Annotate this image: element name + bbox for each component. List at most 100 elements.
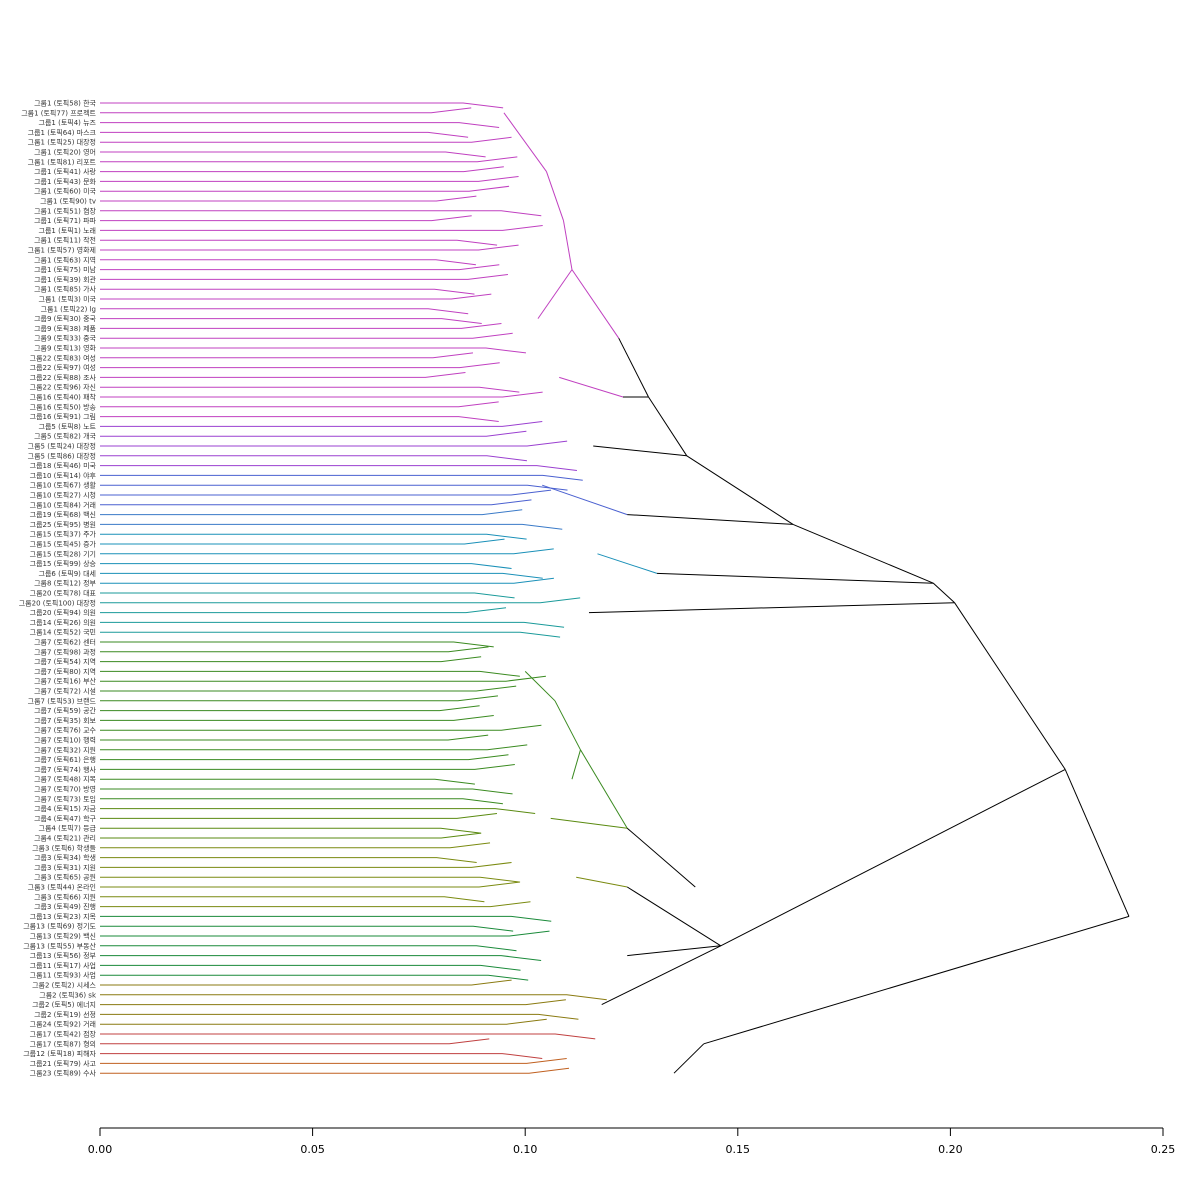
merge-link (626, 886, 722, 947)
leaf-label: 그룹1 (토픽1) 노래 (39, 226, 96, 235)
leaf-branch (100, 656, 482, 663)
leaf-branch (100, 102, 504, 109)
leaf-branch (100, 372, 466, 378)
merge-link (648, 396, 688, 457)
leaf-branch (100, 259, 476, 266)
leaf-label: 그룹7 (토픽59) 공간 (34, 706, 96, 715)
leaf-label: 그룹9 (토픽38) 제품 (34, 324, 96, 333)
leaf-label: 그룹10 (토픽84) 거래 (30, 500, 96, 509)
leaf-branch (100, 862, 512, 868)
leaf-label: 그룹11 (토픽17) 사업 (30, 961, 96, 970)
leaf-branch (100, 185, 510, 192)
leaf-label: 그룹25 (토픽95) 병원 (30, 520, 96, 529)
leaf-label: 그룹7 (토픽10) 행력 (34, 736, 96, 745)
leaf-label: 그룹16 (토픽50) 방송 (30, 402, 97, 411)
leaf-label: 그룹22 (토픽88) 조사 (30, 373, 97, 382)
leaf-label: 그룹1 (토픽64) 마스크 (28, 128, 97, 137)
leaf-branch (100, 778, 475, 785)
merge-link (562, 220, 573, 270)
leaf-label: 그룹1 (토픽90) tv (40, 197, 96, 206)
leaf-branch (100, 548, 554, 555)
leaf-branch (100, 670, 520, 677)
leaf-label: 그룹1 (토픽71) 파파 (34, 216, 96, 225)
leaf-branch (100, 136, 512, 143)
leaf-branch (100, 122, 500, 128)
leaf-branch (100, 210, 542, 217)
leaf-label: 그룹5 (토픽8) 노트 (39, 422, 97, 431)
leaf-label: 그룹24 (토픽92) 거래 (30, 1020, 96, 1029)
x-tick-label: 0.00 (88, 1143, 113, 1156)
leaf-branch (100, 646, 489, 653)
leaf-branch (100, 813, 498, 819)
merge-link (542, 484, 628, 516)
leaf-label: 그룹1 (토픽43) 문화 (34, 177, 96, 186)
leaf-label: 그룹6 (토픽9) 대세 (39, 569, 96, 578)
leaf-branch (100, 788, 513, 795)
leaf-label: 그룹9 (토픽13) 영화 (34, 344, 96, 353)
leaf-branch (100, 881, 520, 888)
leaf-label: 그룹7 (토픽98) 과정 (34, 647, 96, 656)
leaf-label: 그룹21 (토픽79) 사고 (30, 1059, 97, 1068)
leaf-label: 그룹20 (토픽100) 대장정 (19, 598, 96, 607)
x-tick-label: 0.10 (513, 1143, 538, 1156)
leaf-branch (100, 925, 514, 932)
leaf-branch (100, 930, 550, 937)
leaf-branch (100, 166, 504, 173)
leaf-branch (100, 621, 565, 628)
leaf-branch (100, 318, 482, 324)
leaf-label: 그룹3 (토픽49) 진행 (34, 902, 96, 911)
leaf-label: 그룹2 (토픽19) 선정 (34, 1010, 96, 1019)
merge-link (571, 269, 620, 339)
leaf-label: 그룹15 (토픽99) 상승 (30, 559, 97, 568)
leaf-branch (100, 945, 517, 952)
merge-link (720, 768, 1066, 947)
leaf-label: 그룹1 (토픽58) 한국 (34, 99, 96, 108)
leaf-label: 그룹20 (토픽78) 대표 (30, 589, 97, 598)
leaf-label: 그룹10 (토픽67) 생활 (30, 481, 97, 490)
leaf-branch (100, 293, 492, 300)
leaf-branch (100, 734, 489, 741)
leaf-label: 그룹22 (토픽96) 자신 (30, 383, 96, 392)
merge-link (933, 582, 955, 604)
merge-link (550, 817, 628, 829)
leaf-label: 그룹1 (토픽51) 협장 (34, 206, 96, 215)
leaf-branch (100, 533, 527, 540)
leaf-branch (100, 1033, 596, 1040)
leaf-label: 그룹7 (토픽72) 시설 (34, 687, 96, 696)
leaf-label: 그룹13 (토픽69) 정기도 (23, 922, 96, 931)
leaf-branch (100, 484, 568, 491)
leaf-branch (100, 563, 512, 569)
merge-link (580, 749, 628, 829)
leaf-label: 그룹5 (토픽86) 대장정 (28, 451, 96, 460)
leaf-label: 그룹7 (토픽32) 지원 (34, 745, 96, 754)
leaf-label: 그룹7 (토픽61) 은행 (34, 755, 96, 764)
merge-link (686, 455, 794, 525)
leaf-branch (100, 421, 543, 427)
leaf-label: 그룹10 (토픽27) 시청 (30, 491, 96, 500)
leaf-branches (100, 102, 607, 1074)
leaf-branch (100, 999, 566, 1006)
leaf-branch (100, 695, 499, 702)
merge-link (524, 671, 556, 702)
leaf-label: 그룹5 (토픽24) 대장정 (28, 442, 96, 451)
merge-link (559, 376, 624, 398)
merge-link (597, 553, 658, 574)
merge-link (576, 876, 628, 888)
leaf-branch (100, 724, 542, 731)
leaf-label: 그룹14 (토픽52) 국민 (30, 628, 96, 637)
leaf-label: 그룹13 (토픽56) 정부 (30, 951, 97, 960)
leaf-label: 그룹1 (토픽77) 프로젝트 (21, 108, 96, 117)
leaf-label: 그룹16 (토픽91) 그림 (30, 412, 96, 421)
leaf-branch (100, 225, 543, 231)
leaf-label: 그룹8 (토픽12) 정부 (34, 579, 96, 588)
leaf-label: 그룹15 (토픽37) 주가 (30, 530, 97, 539)
leaf-label: 그룹17 (토픽87) 형의 (30, 1039, 96, 1048)
leaf-branch (100, 1013, 579, 1020)
merge-link (593, 445, 687, 457)
leaf-branch (100, 964, 521, 971)
leaf-branch (100, 1067, 570, 1074)
leaf-branch (100, 685, 517, 692)
leaf-label: 그룹1 (토픽75) 미남 (34, 265, 96, 274)
leaf-label: 그룹23 (토픽89) 수사 (30, 1069, 97, 1078)
